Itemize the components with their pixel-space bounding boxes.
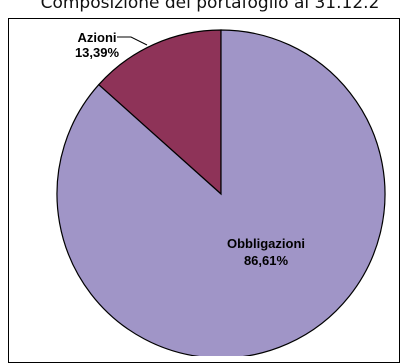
slice-label-azioni: Azioni <box>78 30 117 45</box>
chart-title: Composizione del portafoglio al 31.12.2 <box>40 0 380 13</box>
slice-value-obbligazioni: 86,61% <box>244 253 289 268</box>
azioni-leader-line <box>117 36 148 46</box>
slice-value-azioni: 13,39% <box>75 45 120 60</box>
pie-slice-obbligazioni <box>56 29 386 356</box>
slice-label-obbligazioni: Obbligazioni <box>227 236 305 251</box>
pie-slice-azioni <box>97 29 222 196</box>
pie-slices <box>56 29 386 356</box>
